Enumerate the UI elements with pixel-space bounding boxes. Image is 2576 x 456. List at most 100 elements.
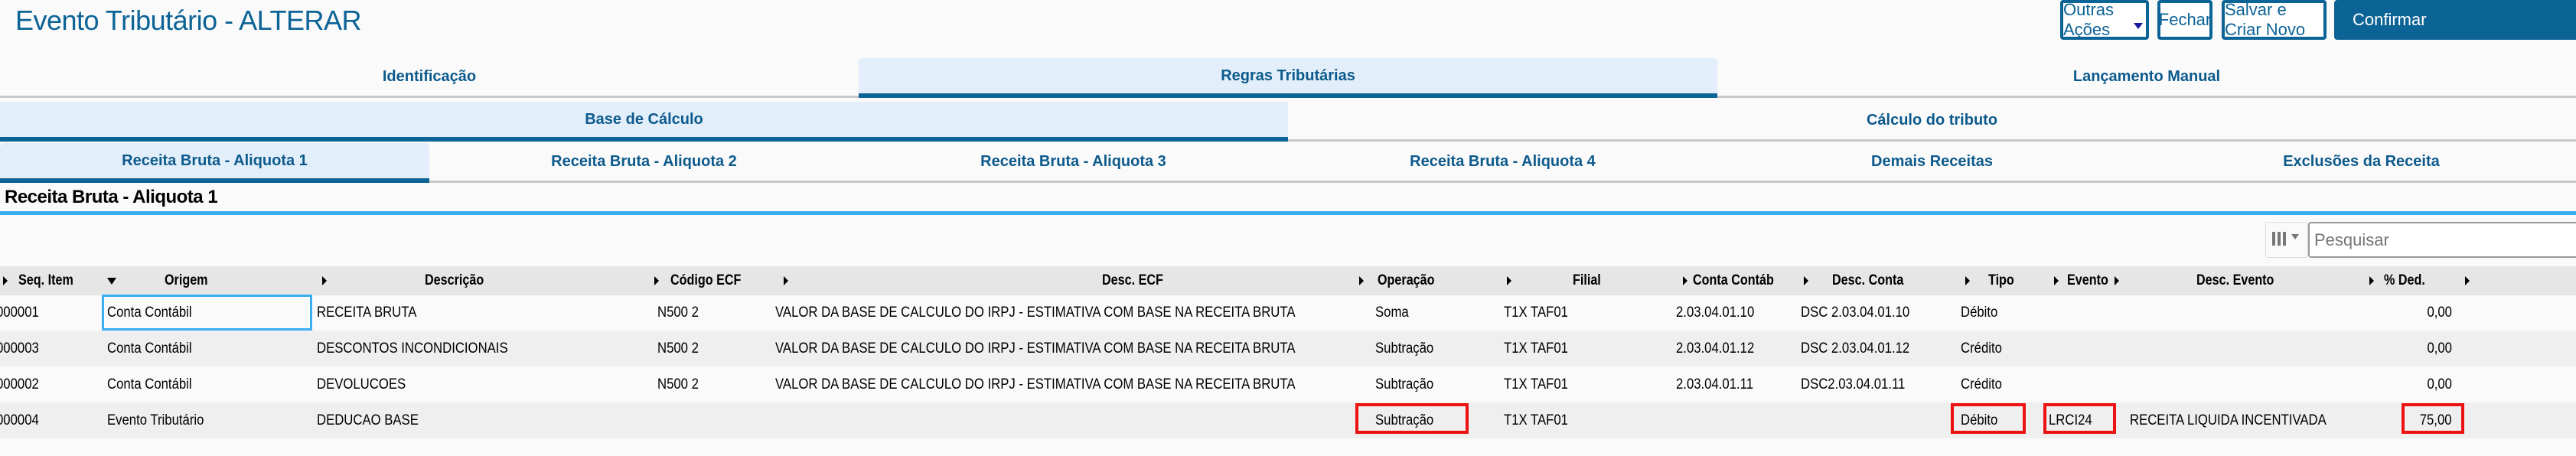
cell-origem: Evento Tributário	[107, 412, 204, 428]
expand-arrow-icon[interactable]	[322, 276, 327, 285]
cell-seq-item: 000003	[0, 340, 39, 357]
header-pct-ded[interactable]: % Ded.	[2384, 272, 2425, 288]
highlight-pct-ded	[2402, 403, 2464, 434]
tab-aliquota-1[interactable]: Receita Bruta - Aliquota 1	[0, 143, 429, 183]
header-desc-conta[interactable]: Desc. Conta	[1832, 272, 1904, 288]
cell-operacao: Subtração	[1375, 412, 1434, 428]
tab-aliquota-2[interactable]: Receita Bruta - Aliquota 2	[429, 143, 859, 183]
tab-base-calculo[interactable]: Base de Cálculo	[0, 102, 1288, 142]
table-row[interactable]: 000001 Conta Contábil RECEITA BRUTA N500 2 V…	[0, 295, 2576, 331]
table-header: Seq. Item Origem Descrição Código ECF De…	[0, 266, 2576, 295]
header-origem[interactable]: Origem	[165, 272, 208, 288]
expand-arrow-icon[interactable]	[1359, 276, 1364, 285]
header-seq-item[interactable]: Seq. Item	[18, 272, 73, 288]
expand-arrow-icon[interactable]	[784, 276, 788, 285]
cell-conta-contab: 2.03.04.01.10	[1676, 305, 1755, 321]
tab-regras-tributarias[interactable]: Regras Tributárias	[859, 58, 1717, 98]
expand-arrow-icon[interactable]	[2465, 276, 2470, 285]
cell-desc-ecf: VALOR DA BASE DE CALCULO DO IRPJ - ESTIM…	[775, 305, 1296, 321]
section-divider	[0, 211, 2576, 215]
expand-arrow-icon[interactable]	[654, 276, 659, 285]
columns-button[interactable]	[2265, 222, 2308, 258]
close-button[interactable]: Fechar	[2157, 0, 2212, 40]
cell-pct-ded: 0,00	[2427, 305, 2452, 321]
header-tipo[interactable]: Tipo	[1988, 272, 2014, 288]
expand-arrow-icon[interactable]	[3, 276, 8, 285]
tab-aliquota-3[interactable]: Receita Bruta - Aliquota 3	[859, 143, 1288, 183]
table-row[interactable]: 000003 Conta Contábil DESCONTOS INCONDICIO…	[0, 331, 2576, 366]
cell-evento: LRCI24	[2049, 412, 2092, 428]
save-and-new-button[interactable]: Salvar e Criar Novo	[2222, 0, 2327, 40]
expand-arrow-icon[interactable]	[1965, 276, 1970, 285]
cell-desc-conta: DSC 2.03.04.01.12	[1801, 340, 1910, 357]
header-operacao[interactable]: Operação	[1378, 272, 1435, 288]
cell-desc-conta: DSC 2.03.04.01.10	[1801, 305, 1910, 321]
cell-origem: Conta Contábil	[107, 376, 192, 392]
chevron-down-icon	[2134, 23, 2143, 29]
header-descricao[interactable]: Descrição	[425, 272, 484, 288]
header-conta-contab[interactable]: Conta Contáb	[1693, 272, 1774, 288]
cell-conta-contab: 2.03.04.01.12	[1676, 340, 1755, 357]
cell-conta-contab: 2.03.04.01.11	[1676, 376, 1754, 392]
cell-filial: T1X TAF01	[1504, 412, 1568, 428]
other-actions-button[interactable]: Outras Ações	[2060, 0, 2149, 40]
cell-pct-ded: 75,00	[2420, 412, 2452, 428]
header-codigo-ecf[interactable]: Código ECF	[670, 272, 742, 288]
tab-demais-receitas[interactable]: Demais Receitas	[1717, 143, 2147, 183]
cell-codigo-ecf: N500 2	[657, 305, 699, 321]
cell-descricao: DEDUCAO BASE	[317, 412, 419, 428]
expand-arrow-icon[interactable]	[2369, 276, 2374, 285]
tab-identificacao[interactable]: Identificação	[0, 58, 859, 98]
cell-codigo-ecf: N500 2	[657, 340, 699, 357]
rule-tabs: Base de Cálculo Cálculo do tributo	[0, 102, 2576, 142]
cell-desc-ecf: VALOR DA BASE DE CALCULO DO IRPJ - ESTIM…	[775, 376, 1296, 392]
cell-operacao: Soma	[1375, 305, 1409, 321]
table-row[interactable]: 000002 Conta Contábil DEVOLUCOES N500 2 VALO…	[0, 366, 2576, 402]
confirm-button[interactable]: Confirmar	[2334, 0, 2576, 40]
highlight-evento	[2043, 403, 2116, 434]
expand-arrow-icon[interactable]	[1683, 276, 1687, 285]
highlight-tipo	[1951, 403, 2026, 434]
cell-pct-ded: 0,00	[2427, 340, 2452, 357]
tab-aliquota-4[interactable]: Receita Bruta - Aliquota 4	[1288, 143, 1717, 183]
cell-operacao: Subtração	[1375, 376, 1434, 392]
columns-icon	[2272, 232, 2299, 246]
cell-tipo: Débito	[1961, 412, 1998, 428]
cell-desc-conta: DSC2.03.04.01.11	[1801, 376, 1906, 392]
other-actions-label: Outras Ações	[2063, 0, 2115, 39]
tab-exclusoes-receita[interactable]: Exclusões da Receita	[2147, 143, 2576, 183]
sort-desc-icon[interactable]	[107, 278, 116, 285]
aliquota-tabs: Receita Bruta - Aliquota 1 Receita Bruta…	[0, 143, 2576, 183]
cell-desc-evento: RECEITA LIQUIDA INCENTIVADA	[2130, 412, 2327, 428]
cell-seq-item: 000004	[0, 412, 39, 428]
cell-origem: Conta Contábil	[107, 305, 192, 321]
cell-descricao: DEVOLUCOES	[317, 376, 406, 392]
expand-arrow-icon[interactable]	[2115, 276, 2119, 285]
expand-arrow-icon[interactable]	[1804, 276, 1808, 285]
cell-filial: T1X TAF01	[1504, 305, 1568, 321]
cell-filial: T1X TAF01	[1504, 340, 1568, 357]
search-input[interactable]	[2308, 222, 2576, 258]
cell-descricao: DESCONTOS INCONDICIONAIS	[317, 340, 508, 357]
cell-codigo-ecf: N500 2	[657, 376, 699, 392]
cell-tipo: Débito	[1961, 305, 1998, 321]
header-desc-ecf[interactable]: Desc. ECF	[1102, 272, 1163, 288]
cell-descricao: RECEITA BRUTA	[317, 305, 417, 321]
cell-operacao: Subtração	[1375, 340, 1434, 357]
tab-calculo-tributo[interactable]: Cálculo do tributo	[1288, 102, 2576, 142]
cell-filial: T1X TAF01	[1504, 376, 1568, 392]
table-row[interactable]: 000004 Evento Tributário DEDUCAO BASE Subtr…	[0, 402, 2576, 438]
cell-pct-ded: 0,00	[2427, 376, 2452, 392]
expand-arrow-icon[interactable]	[1507, 276, 1511, 285]
page-title: Evento Tributário - ALTERAR	[15, 5, 362, 36]
cell-tipo: Crédito	[1961, 376, 2002, 392]
expand-arrow-icon[interactable]	[2054, 276, 2059, 285]
header-desc-evento[interactable]: Desc. Evento	[2196, 272, 2274, 288]
header-filial[interactable]: Filial	[1573, 272, 1601, 288]
cell-desc-ecf: VALOR DA BASE DE CALCULO DO IRPJ - ESTIM…	[775, 340, 1296, 357]
cell-seq-item: 000002	[0, 376, 39, 392]
header-evento[interactable]: Evento	[2067, 272, 2108, 288]
cell-seq-item: 000001	[0, 305, 39, 321]
tab-lancamento-manual[interactable]: Lançamento Manual	[1717, 58, 2576, 98]
selected-cell	[102, 295, 312, 331]
